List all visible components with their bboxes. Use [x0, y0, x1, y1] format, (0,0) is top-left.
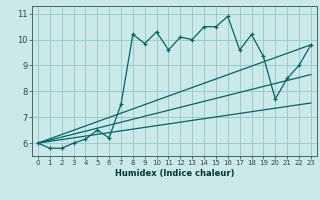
X-axis label: Humidex (Indice chaleur): Humidex (Indice chaleur): [115, 169, 234, 178]
